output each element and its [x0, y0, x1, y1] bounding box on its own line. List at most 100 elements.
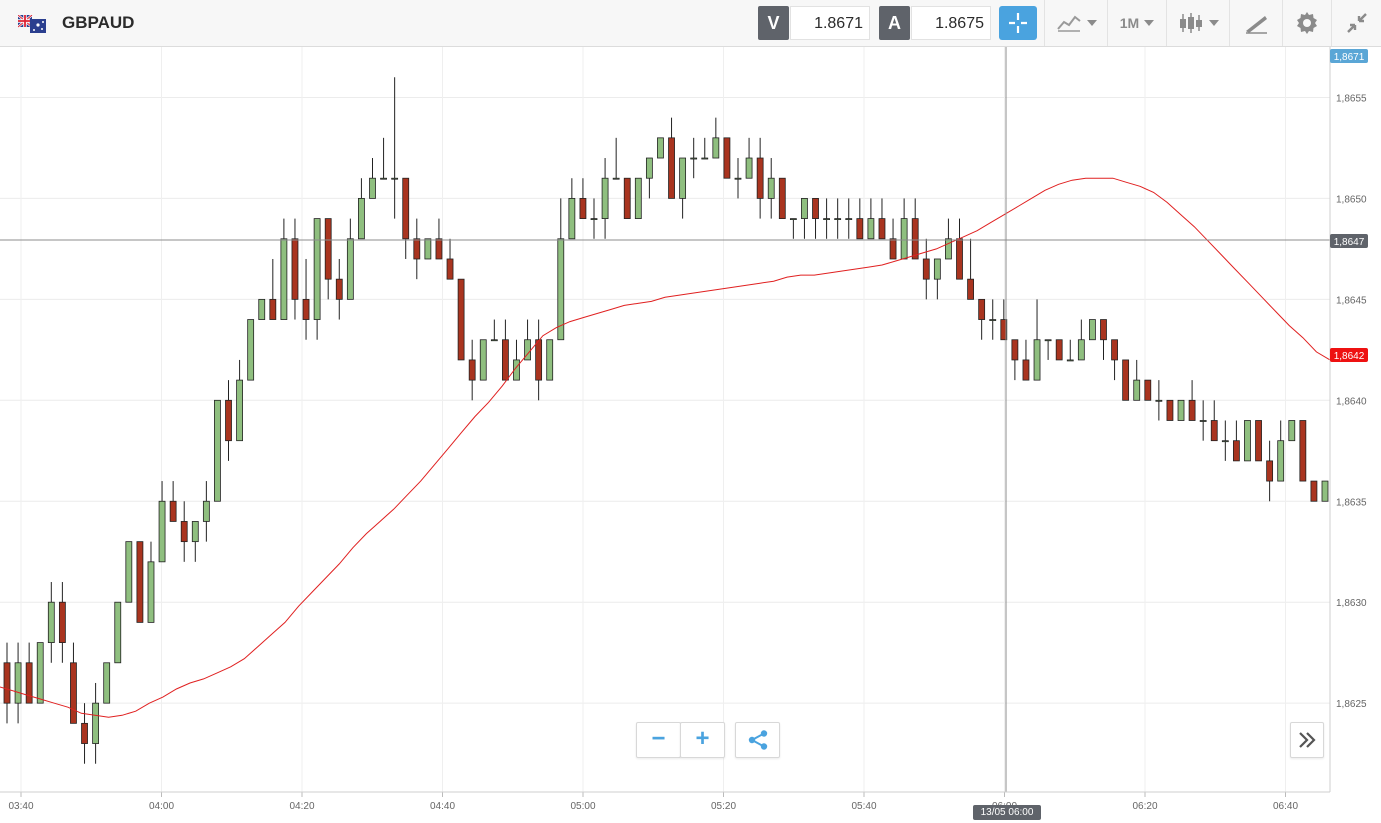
candle: [291, 218, 299, 320]
candle-body-down: [1210, 420, 1218, 442]
candle-body-up: [490, 339, 498, 342]
candle: [1066, 339, 1074, 362]
settings-button[interactable]: [1282, 0, 1331, 46]
candle-body-up: [557, 238, 565, 341]
candle-body-up: [36, 642, 44, 704]
candle-body-up: [313, 218, 321, 320]
candle-body-up: [280, 238, 288, 320]
chevron-down-icon: [1144, 20, 1155, 26]
candle-body-down: [889, 238, 897, 260]
candle: [258, 298, 266, 320]
candle-body-down: [1122, 359, 1130, 401]
candle: [247, 319, 255, 381]
candle: [1244, 420, 1251, 462]
candle-body-up: [214, 399, 221, 502]
x-tick-label: 06:20: [1132, 801, 1157, 812]
share-button[interactable]: [735, 722, 780, 758]
candle: [1277, 420, 1285, 482]
candle: [125, 541, 133, 603]
candle: [1100, 319, 1107, 360]
price-label-ma-text: 1,8642: [1334, 351, 1365, 362]
candle: [424, 238, 432, 260]
candle-body-up: [147, 561, 155, 623]
timeframe-dropdown[interactable]: 1M: [1107, 0, 1166, 46]
candle-body-down: [225, 399, 232, 442]
candle-body-down: [1011, 339, 1019, 361]
candle-body-down: [1255, 420, 1262, 462]
candle: [856, 198, 864, 240]
candle-body-down: [169, 500, 177, 522]
candle-body-up: [767, 177, 775, 199]
x-tick-label: 06:40: [1273, 801, 1298, 812]
candle: [568, 178, 576, 240]
candle: [1199, 400, 1207, 441]
ask-badge[interactable]: A: [879, 6, 910, 40]
candle: [1255, 420, 1262, 462]
draw-tools-button[interactable]: [1229, 0, 1282, 46]
candle: [690, 137, 698, 179]
candle: [391, 77, 399, 219]
candle-body-up: [258, 298, 266, 320]
candle-body-up: [612, 177, 620, 180]
candle: [723, 137, 731, 179]
candle-body-up: [657, 137, 664, 159]
collapse-button[interactable]: [1331, 0, 1381, 46]
candle: [468, 339, 476, 401]
bid-price[interactable]: 1.8671: [790, 6, 870, 40]
candle-body-up: [590, 218, 598, 220]
candle-body-up: [1277, 440, 1285, 482]
candle-style-button[interactable]: [1166, 0, 1229, 46]
candle: [324, 218, 332, 300]
candle-body-up: [47, 601, 55, 643]
candle-body-up: [380, 177, 387, 180]
candle: [911, 198, 919, 260]
candle: [114, 601, 122, 664]
candle-body-down: [623, 177, 631, 219]
candle: [679, 157, 687, 219]
candle: [269, 258, 277, 320]
candle: [1299, 420, 1307, 482]
candle-body-down: [668, 137, 675, 199]
candle-body-up: [701, 157, 709, 160]
candle-body-down: [1166, 399, 1174, 421]
candle: [1133, 359, 1141, 401]
candle: [3, 642, 11, 724]
candle: [967, 238, 974, 300]
candle-body-down: [81, 722, 88, 744]
candle-body-up: [823, 218, 830, 220]
crosshair-button[interactable]: [999, 6, 1037, 40]
scroll-to-latest-button[interactable]: [1290, 722, 1324, 758]
candle-body-up: [1288, 420, 1296, 442]
candle: [668, 117, 675, 199]
candle-body-up: [1044, 339, 1052, 342]
y-tick-label: 1,8625: [1336, 699, 1367, 710]
chevron-down-icon: [1208, 20, 1219, 26]
bid-badge[interactable]: V: [758, 6, 789, 40]
price-chart[interactable]: 1,8625 1,8630 1,8635 1,8640 1,8645 1,8650 1,86…: [0, 47, 1381, 823]
crosshair-time-label: 13/05 06:00: [973, 805, 1041, 820]
candle-body-up: [158, 500, 166, 563]
share-icon: [748, 730, 767, 750]
candle: [214, 399, 221, 502]
candle-body-up: [247, 319, 255, 381]
candle: [634, 177, 642, 219]
ask-price[interactable]: 1.8675: [911, 6, 991, 40]
candle-body-down: [70, 662, 77, 724]
candle-body-down: [413, 238, 421, 260]
candle-body-down: [435, 238, 443, 260]
candle: [147, 541, 155, 623]
zoom-out-button[interactable]: −: [636, 722, 681, 758]
candle-body-up: [1321, 480, 1329, 502]
candle-body-down: [856, 218, 864, 240]
y-tick-label: 1,8645: [1336, 295, 1367, 306]
candle: [1122, 359, 1130, 401]
candle: [933, 258, 941, 300]
zoom-in-button[interactable]: +: [680, 722, 725, 758]
candle: [413, 218, 421, 280]
double-chevron-right-icon: [1299, 732, 1316, 748]
chart-type-button[interactable]: [1044, 0, 1107, 46]
candle: [236, 359, 243, 442]
candle-body-down: [1000, 319, 1008, 341]
candle: [1000, 299, 1008, 341]
candle-body-up: [1155, 399, 1163, 402]
